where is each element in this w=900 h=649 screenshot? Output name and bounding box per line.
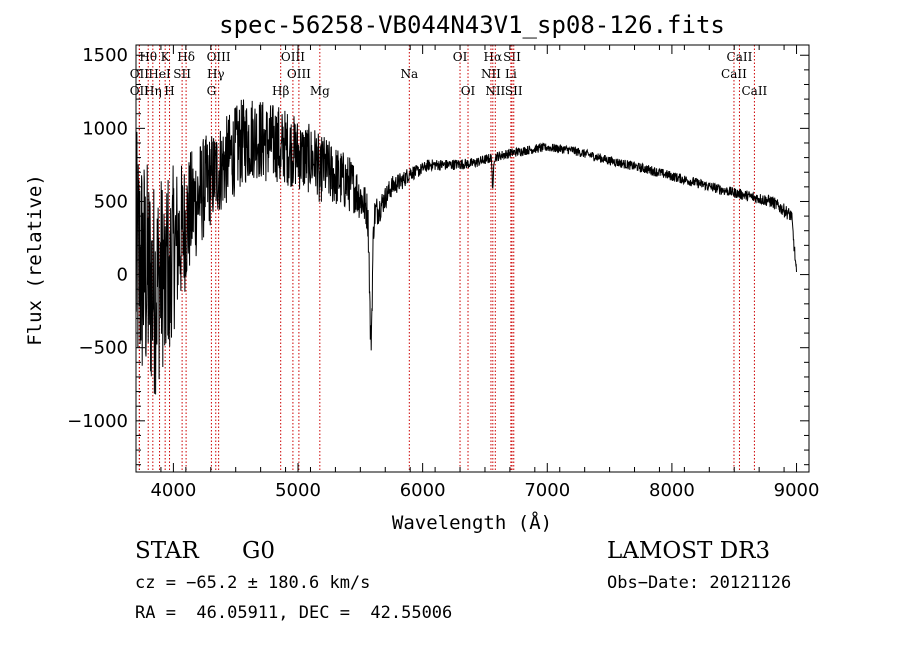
x-tick-label: 8000 bbox=[649, 480, 695, 501]
spectrum-series bbox=[135, 99, 797, 395]
axes: 4000 5000 6000 7000 8000 9000 −1000 −500 0 500 100… bbox=[67, 45, 819, 501]
line-marker-label: OIII bbox=[207, 50, 231, 64]
line-marker-label: NII bbox=[481, 67, 501, 81]
line-marker-label: Hγ bbox=[207, 67, 225, 81]
survey-label: LAMOST DR3 bbox=[607, 538, 771, 564]
line-marker-label: HeI bbox=[148, 67, 171, 81]
x-tick-label: 6000 bbox=[400, 480, 446, 501]
line-marker-label: Hα bbox=[484, 50, 503, 64]
y-tick-label: 500 bbox=[94, 191, 128, 212]
y-tick-label: 1500 bbox=[82, 45, 128, 66]
line-marker-label: NII bbox=[485, 84, 505, 98]
line-marker-label: OIII bbox=[281, 50, 305, 64]
redshift-readout: cz = −65.2 ± 180.6 km/s bbox=[135, 573, 371, 593]
chart-title: spec-56258-VB044N43V1_sp08-126.fits bbox=[219, 11, 725, 39]
y-tick-label: 0 bbox=[117, 265, 128, 286]
line-marker-label: OIII bbox=[287, 67, 311, 81]
line-marker-label: G bbox=[207, 84, 217, 98]
y-axis-label: Flux (relative) bbox=[24, 174, 46, 346]
coordinates-readout: RA = 46.05911, DEC = 42.55006 bbox=[135, 603, 453, 623]
line-marker-label: SII bbox=[173, 67, 191, 81]
y-tick-label: −1000 bbox=[67, 411, 128, 432]
plot-frame bbox=[135, 44, 810, 473]
line-marker-label: CaII bbox=[741, 84, 767, 98]
line-marker-label: OI bbox=[453, 50, 468, 64]
line-marker-label: CaII bbox=[727, 50, 753, 64]
line-marker-label: Hδ bbox=[177, 50, 195, 64]
x-tick-label: 7000 bbox=[524, 480, 570, 501]
x-axis-label: Wavelength (Å) bbox=[392, 511, 552, 534]
line-marker-label: OII bbox=[130, 84, 150, 98]
line-marker-label: CaII bbox=[721, 67, 747, 81]
line-marker-label: Hβ bbox=[272, 84, 289, 98]
object-class: STAR bbox=[135, 538, 199, 564]
line-marker-label: SII bbox=[503, 50, 521, 64]
observation-date: Obs−Date: 20121126 bbox=[607, 573, 792, 593]
line-marker-label: Li bbox=[505, 67, 517, 81]
spectrum-line bbox=[135, 99, 797, 395]
line-marker-label: Na bbox=[400, 67, 418, 81]
line-marker-label: OI bbox=[461, 84, 476, 98]
line-marker-label: Mg bbox=[310, 84, 330, 98]
y-tick-label: 1000 bbox=[82, 118, 128, 139]
line-marker-label: SII bbox=[505, 84, 523, 98]
line-marker-label: Hη bbox=[144, 84, 162, 98]
y-tick-label: −500 bbox=[79, 338, 128, 359]
line-marker-label: H bbox=[164, 84, 174, 98]
object-subclass: G0 bbox=[242, 538, 276, 564]
x-tick-label: 5000 bbox=[275, 480, 321, 501]
x-tick-label: 9000 bbox=[774, 480, 820, 501]
x-tick-label: 4000 bbox=[150, 480, 196, 501]
line-marker-label: Hθ bbox=[139, 50, 157, 64]
line-marker-label: K bbox=[161, 50, 171, 64]
